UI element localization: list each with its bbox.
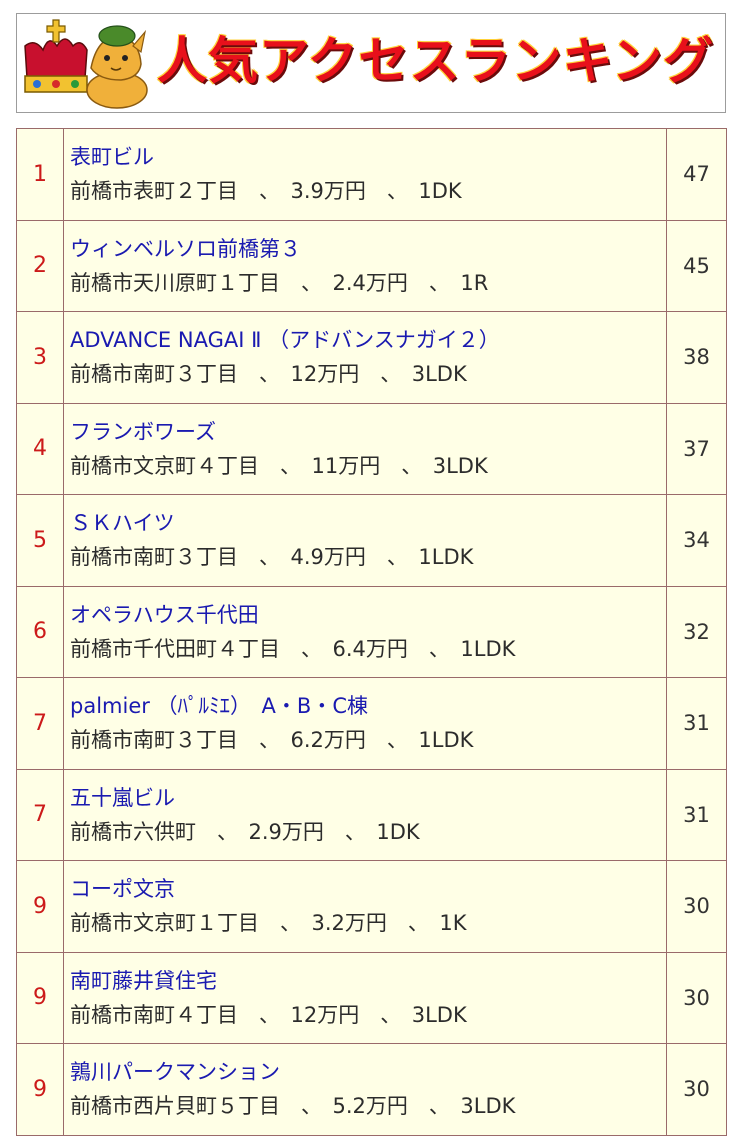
property-name-link[interactable]: ウィンベルソロ前橋第３ — [70, 236, 301, 261]
access-count: 45 — [666, 219, 727, 312]
rank-number: 4 — [16, 402, 64, 495]
rank-number: 9 — [16, 860, 64, 953]
rank-number: 7 — [16, 768, 64, 861]
property-detail: 前橋市六供町 、 2.9万円 、 1DK — [70, 819, 420, 844]
ranking-row: 4 フランボワーズ 前橋市文京町４丁目 、 11万円 、 3LDK 37 — [16, 402, 727, 495]
property-name-link[interactable]: 表町ビル — [70, 145, 154, 170]
access-count: 30 — [666, 1043, 727, 1136]
property-detail: 前橋市南町４丁目 、 12万円 、 3LDK — [70, 1002, 467, 1027]
property-info: フランボワーズ前橋市文京町４丁目 、 11万円 、 3LDK — [63, 402, 667, 495]
ranking-row: 7 五十嵐ビル 前橋市六供町 、 2.9万円 、 1DK 31 — [16, 768, 727, 861]
property-info: palmier （ﾊﾟﾙﾐｴ） A・B・C棟前橋市南町３丁目 、 6.2万円 、… — [63, 677, 667, 770]
rank-number: 9 — [16, 1043, 64, 1136]
property-info: ウィンベルソロ前橋第３ 前橋市天川原町１丁目 、 2.4万円 、 1R — [63, 219, 667, 312]
access-count: 47 — [666, 128, 727, 221]
ranking-row: 5 ＳＫハイツ 前橋市南町３丁目 、 4.9万円 、 1LDK 34 — [16, 494, 727, 587]
ranking-row: 7 palmier （ﾊﾟﾙﾐｴ） A・B・C棟前橋市南町３丁目 、 6.2万円 … — [16, 677, 727, 770]
property-detail: 前橋市文京町１丁目 、 3.2万円 、 1K — [70, 911, 467, 936]
access-count: 31 — [666, 677, 727, 770]
ranking-table-body: 1 表町ビル 前橋市表町２丁目 、 3.9万円 、 1DK 47 2 ウィンベルソロ前橋第… — [16, 128, 727, 1136]
access-count: 38 — [666, 311, 727, 404]
property-info: 五十嵐ビル前橋市六供町 、 2.9万円 、 1DK — [63, 768, 667, 861]
rank-number: 2 — [16, 219, 64, 312]
ranking-banner: 人気アクセスランキング — [16, 13, 726, 113]
property-name-link[interactable]: 南町藤井貸住宅 — [70, 968, 217, 993]
rank-number: 9 — [16, 951, 64, 1044]
property-info: 表町ビル前橋市表町２丁目 、 3.9万円 、 1DK — [63, 128, 667, 221]
rank-number: 6 — [16, 585, 64, 678]
property-detail: 前橋市南町３丁目 、 6.2万円 、 1LDK — [70, 728, 474, 753]
access-count: 31 — [666, 768, 727, 861]
property-info: オペラハウス千代田前橋市千代田町４丁目 、 6.4万円 、 1LDK — [63, 585, 667, 678]
property-name-link[interactable]: ＳＫハイツ — [70, 511, 175, 536]
ranking-row: 2 ウィンベルソロ前橋第３ 前橋市天川原町１丁目 、 2.4万円 、 1R 45 — [16, 219, 727, 312]
property-info: ADVANCE NAGAI Ⅱ （アドバンスナガイ２） 前橋市南町３丁目 、 12… — [63, 311, 667, 404]
property-info: ＳＫハイツ前橋市南町３丁目 、 4.9万円 、 1LDK — [63, 494, 667, 587]
access-count: 30 — [666, 860, 727, 953]
ranking-row: 9 鶉川パークマンション 前橋市西片貝町５丁目 、 5.2万円 、 3LDK 30 — [16, 1043, 727, 1136]
property-name-link[interactable]: palmier （ﾊﾟﾙﾐｴ） A・B・C棟 — [70, 694, 368, 719]
property-name-link[interactable]: フランボワーズ — [70, 419, 216, 444]
access-count: 34 — [666, 494, 727, 587]
ranking-row: 6 オペラハウス千代田 前橋市千代田町４丁目 、 6.4万円 、 1LDK 32 — [16, 585, 727, 678]
property-detail: 前橋市南町３丁目 、 12万円 、 3LDK — [70, 362, 467, 387]
rank-number: 7 — [16, 677, 64, 770]
property-name-link[interactable]: ADVANCE NAGAI Ⅱ （アドバンスナガイ２） — [70, 328, 500, 353]
property-detail: 前橋市天川原町１丁目 、 2.4万円 、 1R — [70, 270, 489, 295]
property-name-link[interactable]: 鶉川パークマンション — [70, 1060, 280, 1085]
access-count: 32 — [666, 585, 727, 678]
rank-number: 5 — [16, 494, 64, 587]
ranking-row: 9 南町藤井貸住宅 前橋市南町４丁目 、 12万円 、 3LDK 30 — [16, 951, 727, 1044]
rank-number: 3 — [16, 311, 64, 404]
property-info: 鶉川パークマンション前橋市西片貝町５丁目 、 5.2万円 、 3LDK — [63, 1043, 667, 1136]
property-detail: 前橋市表町２丁目 、 3.9万円 、 1DK — [70, 179, 462, 204]
property-name-link[interactable]: 五十嵐ビル — [70, 785, 175, 810]
property-detail: 前橋市西片貝町５丁目 、 5.2万円 、 3LDK — [70, 1094, 516, 1119]
property-name-link[interactable]: コーポ文京 — [70, 877, 175, 902]
ranking-row: 9 コーポ文京 前橋市文京町１丁目 、 3.2万円 、 1K 30 — [16, 860, 727, 953]
property-detail: 前橋市文京町４丁目 、 11万円 、 3LDK — [70, 453, 488, 478]
property-detail: 前橋市千代田町４丁目 、 6.4万円 、 1LDK — [70, 636, 516, 661]
property-info: 南町藤井貸住宅前橋市南町４丁目 、 12万円 、 3LDK — [63, 951, 667, 1044]
crowned-horse-mascot-icon — [24, 19, 148, 109]
ranking-row: 3 ADVANCE NAGAI Ⅱ （アドバンスナガイ２） 前橋市南町３丁目 、 1… — [16, 311, 727, 404]
rank-number: 1 — [16, 128, 64, 221]
ranking-row: 1 表町ビル 前橋市表町２丁目 、 3.9万円 、 1DK 47 — [16, 128, 727, 221]
property-name-link[interactable]: オペラハウス千代田 — [70, 602, 259, 627]
access-count: 37 — [666, 402, 727, 495]
property-info: コーポ文京前橋市文京町１丁目 、 3.2万円 、 1K — [63, 860, 667, 953]
banner-title: 人気アクセスランキング — [157, 32, 714, 90]
property-detail: 前橋市南町３丁目 、 4.9万円 、 1LDK — [70, 545, 474, 570]
access-count: 30 — [666, 951, 727, 1044]
ranking-table: 1 表町ビル 前橋市表町２丁目 、 3.9万円 、 1DK 47 2 ウィンベルソロ前橋第… — [16, 128, 727, 1136]
